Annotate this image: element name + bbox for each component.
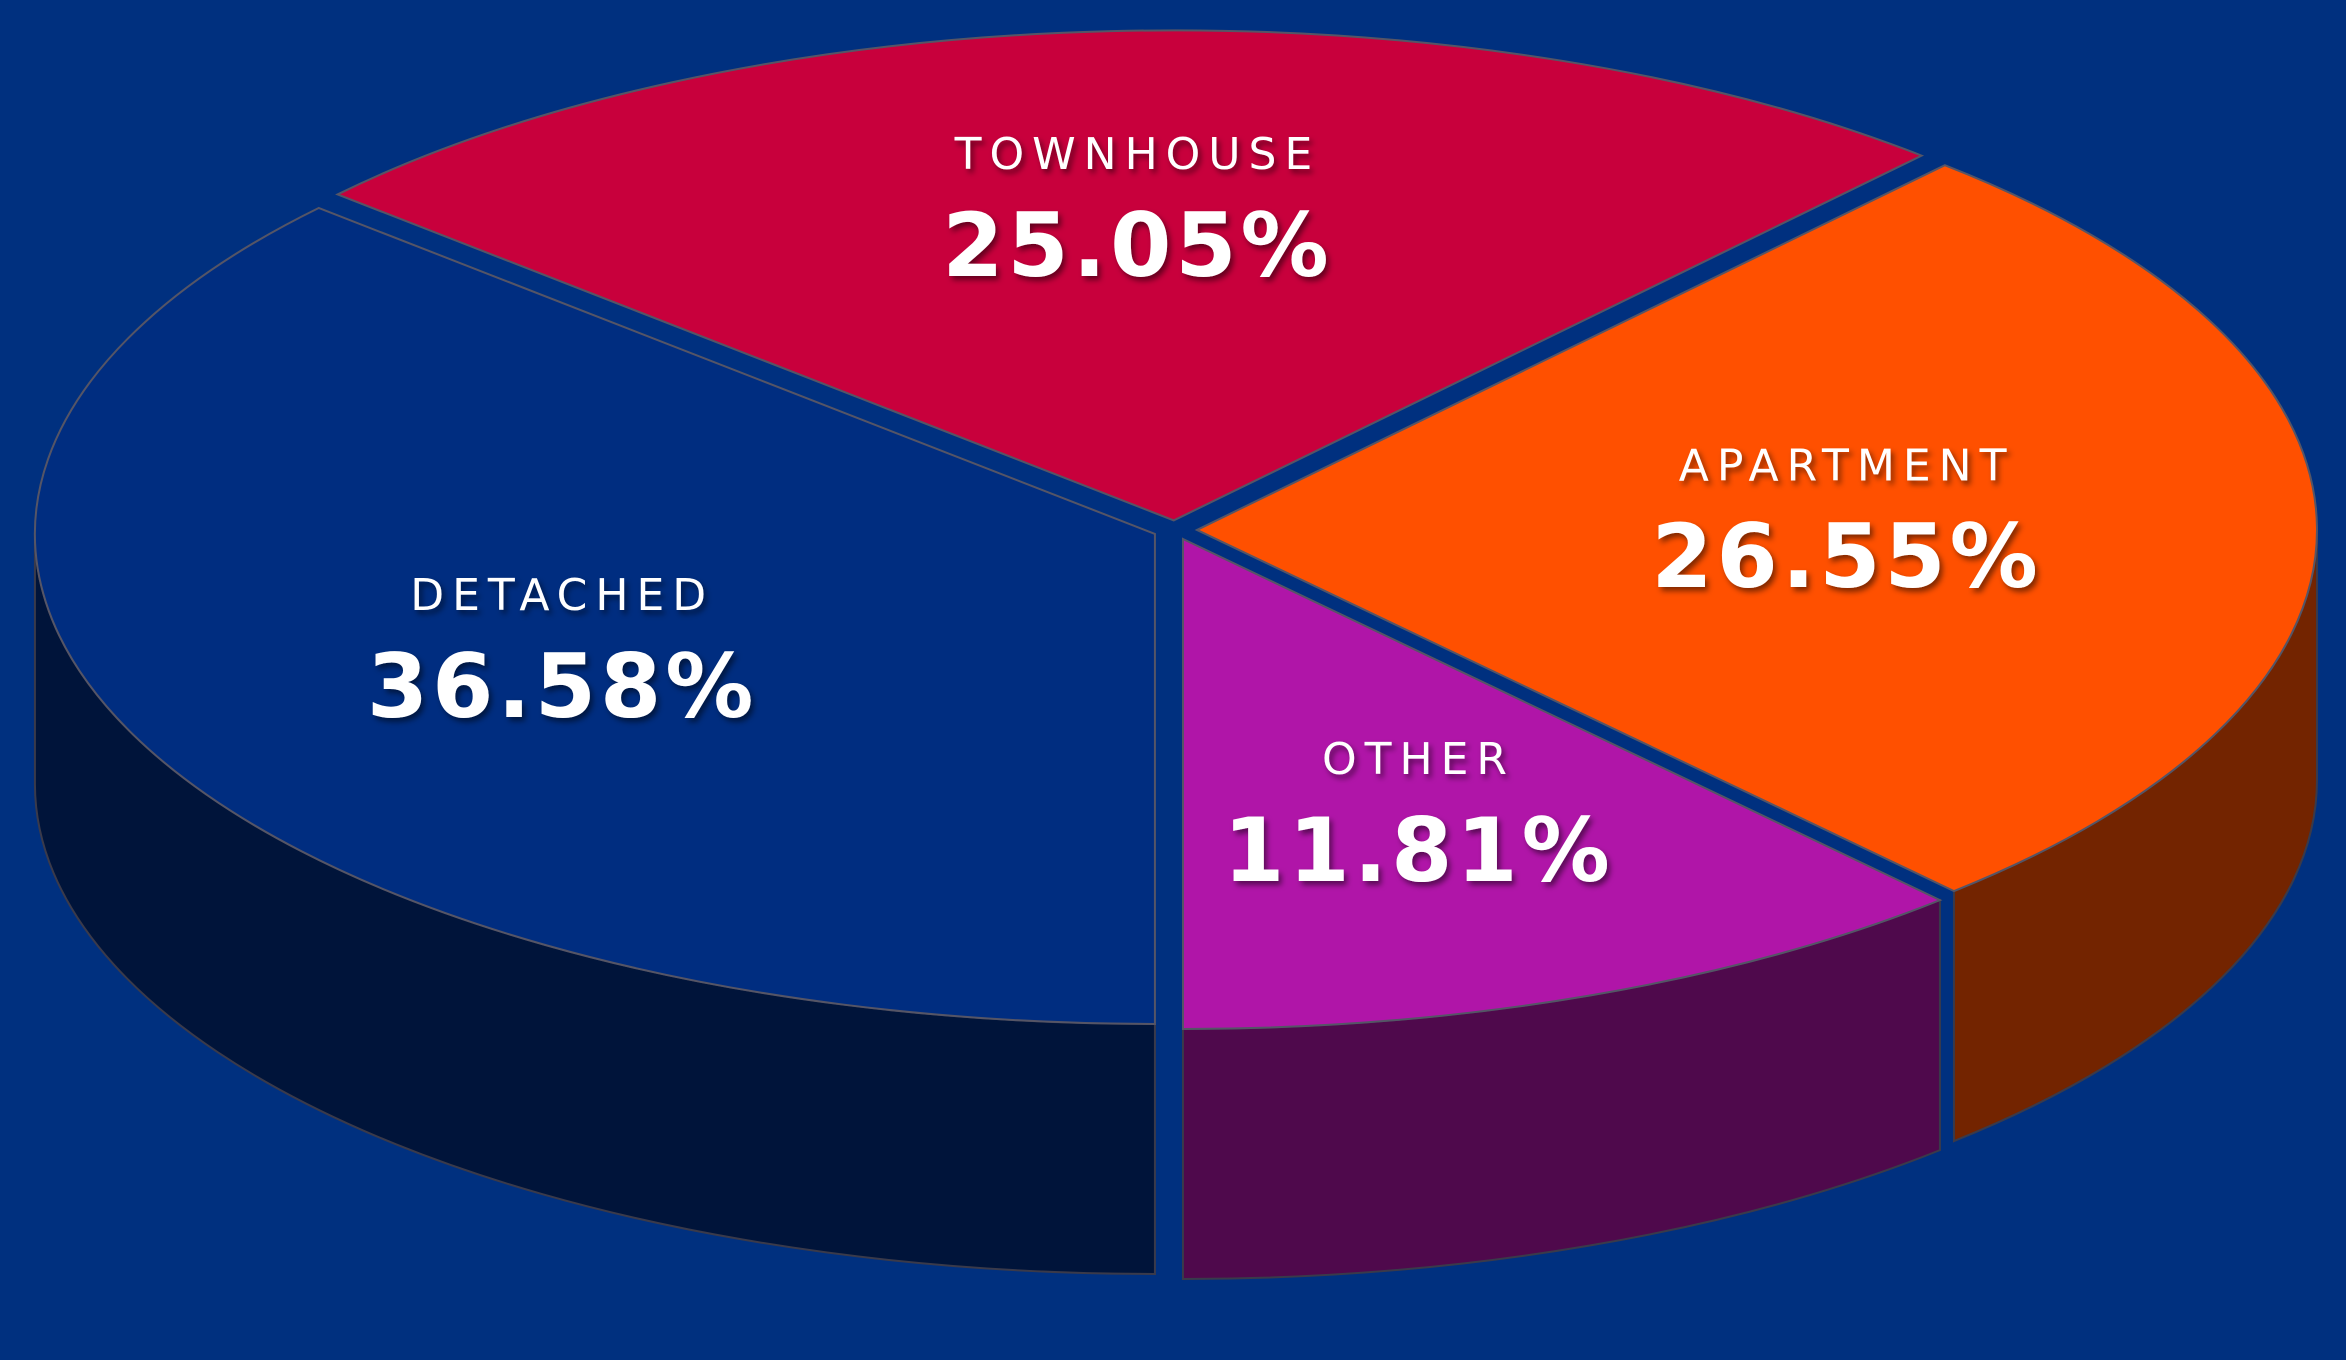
slice bbox=[1181, 537, 1943, 1030]
slice-name: TOWNHOUSE bbox=[954, 129, 1321, 180]
sides bbox=[33, 529, 2318, 1280]
slice bbox=[33, 206, 1156, 1025]
slice-value: 11.81% bbox=[1223, 799, 1614, 902]
slice-value: 36.58% bbox=[367, 635, 758, 738]
tops bbox=[33, 29, 2318, 1030]
slice bbox=[1194, 164, 2318, 893]
slice-value: 26.55% bbox=[1651, 505, 2042, 608]
labels: DETACHED 36.58% TOWNHOUSE 25.05% APARTMENT 26… bbox=[367, 129, 2042, 902]
slice-value: 25.05% bbox=[942, 194, 1333, 297]
slice-name: DETACHED bbox=[410, 570, 714, 621]
slice-name: OTHER bbox=[1322, 734, 1515, 785]
slice-name: APARTMENT bbox=[1679, 440, 2015, 491]
slice bbox=[335, 29, 1925, 522]
